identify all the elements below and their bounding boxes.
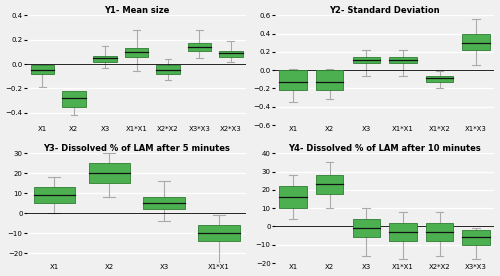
- Bar: [88, 163, 130, 183]
- Bar: [219, 51, 242, 57]
- Title: Y3- Dissolved % of LAM after 5 minutes: Y3- Dissolved % of LAM after 5 minutes: [43, 144, 230, 153]
- Bar: [389, 223, 416, 241]
- Bar: [62, 91, 86, 107]
- Bar: [94, 55, 117, 62]
- Title: Y4- Dissolved % of LAM after 10 minutes: Y4- Dissolved % of LAM after 10 minutes: [288, 144, 481, 153]
- Bar: [316, 175, 344, 193]
- Bar: [280, 70, 306, 90]
- Bar: [389, 57, 416, 63]
- Bar: [426, 76, 453, 82]
- Bar: [352, 57, 380, 63]
- Bar: [426, 223, 453, 241]
- Bar: [280, 186, 306, 208]
- Bar: [156, 65, 180, 74]
- Bar: [188, 43, 211, 51]
- Bar: [34, 187, 75, 203]
- Bar: [316, 70, 344, 90]
- Bar: [125, 48, 148, 57]
- Bar: [462, 230, 490, 245]
- Bar: [198, 225, 239, 241]
- Bar: [144, 197, 184, 209]
- Bar: [462, 34, 490, 50]
- Bar: [30, 65, 54, 74]
- Bar: [352, 219, 380, 237]
- Title: Y1- Mean size: Y1- Mean size: [104, 6, 170, 15]
- Title: Y2- Standard Deviation: Y2- Standard Deviation: [330, 6, 440, 15]
